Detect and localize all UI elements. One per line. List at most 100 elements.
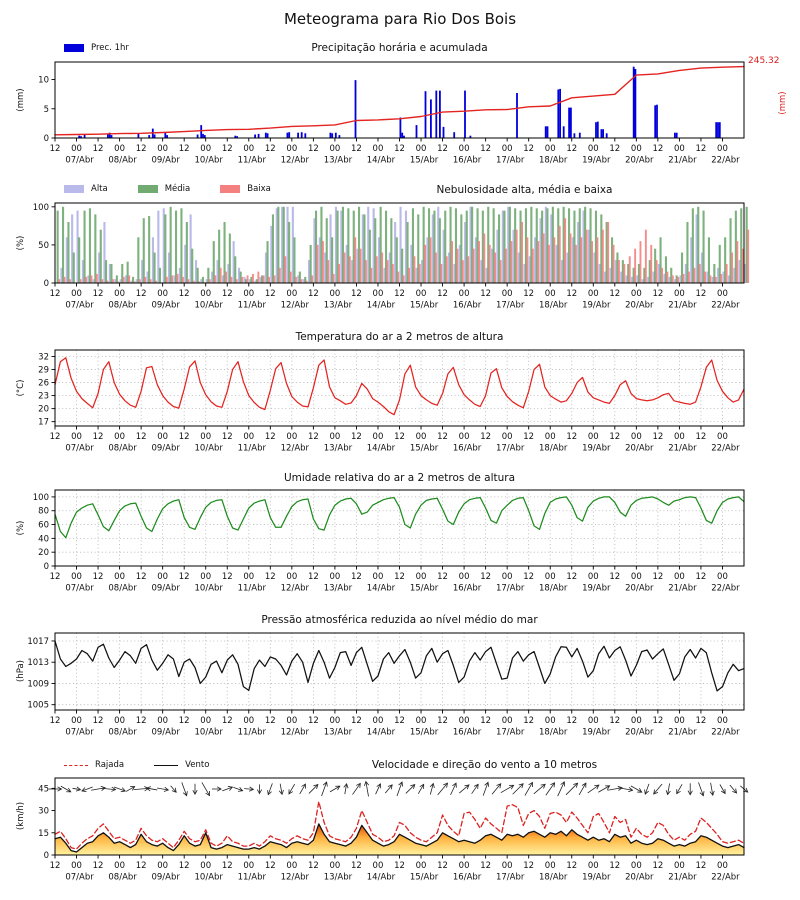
legend-item-media: Média <box>137 184 190 194</box>
svg-text:14/Abr: 14/Abr <box>367 584 396 594</box>
svg-text:00: 00 <box>286 144 297 154</box>
panel-title-pressure: Pressão atmosférica reduzida ao nível mé… <box>261 614 538 626</box>
svg-text:00: 00 <box>588 716 599 726</box>
svg-text:16/Abr: 16/Abr <box>453 301 482 311</box>
svg-text:14/Abr: 14/Abr <box>367 301 396 311</box>
svg-text:00: 00 <box>502 861 513 871</box>
svg-text:00: 00 <box>502 572 513 582</box>
svg-text:12: 12 <box>437 144 448 154</box>
svg-text:21/Abr: 21/Abr <box>668 156 697 166</box>
svg-text:00: 00 <box>631 861 642 871</box>
svg-text:15/Abr: 15/Abr <box>410 728 439 738</box>
svg-text:12: 12 <box>222 289 233 299</box>
baixa-swatch <box>220 185 241 193</box>
svg-text:12: 12 <box>308 572 319 582</box>
svg-text:00: 00 <box>717 289 728 299</box>
y-axis-label-clouds: (%) <box>16 235 26 251</box>
svg-text:00: 00 <box>631 572 642 582</box>
svg-text:12: 12 <box>696 432 707 442</box>
svg-text:14/Abr: 14/Abr <box>367 873 396 883</box>
svg-text:12: 12 <box>437 289 448 299</box>
svg-text:00: 00 <box>329 144 340 154</box>
media-swatch <box>137 185 158 193</box>
legend-item-vento: Vento <box>154 760 209 770</box>
svg-text:21/Abr: 21/Abr <box>668 584 697 594</box>
temp-line <box>54 357 745 416</box>
svg-text:12: 12 <box>437 716 448 726</box>
svg-text:0: 0 <box>44 279 49 289</box>
svg-text:09/Abr: 09/Abr <box>151 444 180 454</box>
svg-text:08/Abr: 08/Abr <box>108 728 137 738</box>
svg-text:12: 12 <box>566 572 577 582</box>
svg-text:12: 12 <box>308 289 319 299</box>
svg-text:12: 12 <box>222 432 233 442</box>
svg-text:12: 12 <box>566 144 577 154</box>
svg-text:29: 29 <box>38 366 49 376</box>
svg-text:09/Abr: 09/Abr <box>151 728 180 738</box>
svg-text:12: 12 <box>50 144 61 154</box>
wind-direction-arrows <box>48 780 749 797</box>
svg-text:12: 12 <box>652 289 663 299</box>
svg-text:22/Abr: 22/Abr <box>711 444 740 454</box>
svg-text:12: 12 <box>523 432 534 442</box>
panel-title-wind: Velocidade e direção do vento a 10 metro… <box>371 759 598 771</box>
svg-text:12: 12 <box>351 144 362 154</box>
svg-text:19/Abr: 19/Abr <box>582 728 611 738</box>
clouds-alta-bars <box>60 206 747 283</box>
svg-text:20/Abr: 20/Abr <box>625 584 654 594</box>
svg-text:12: 12 <box>351 716 362 726</box>
svg-text:18/Abr: 18/Abr <box>539 444 568 454</box>
svg-text:1005: 1005 <box>27 701 49 711</box>
svg-text:15/Abr: 15/Abr <box>410 873 439 883</box>
svg-text:20/Abr: 20/Abr <box>625 156 654 166</box>
svg-text:00: 00 <box>588 432 599 442</box>
vento-line <box>54 823 745 853</box>
svg-text:10: 10 <box>38 76 49 86</box>
svg-text:12: 12 <box>50 572 61 582</box>
svg-text:17/Abr: 17/Abr <box>496 584 525 594</box>
svg-text:00: 00 <box>545 861 556 871</box>
svg-text:17/Abr: 17/Abr <box>496 728 525 738</box>
svg-text:00: 00 <box>674 716 685 726</box>
legend-label-vento: Vento <box>185 760 210 770</box>
legend-precipitation: Prec. 1hr <box>64 43 153 53</box>
svg-text:60: 60 <box>38 521 49 531</box>
svg-text:08/Abr: 08/Abr <box>108 584 137 594</box>
svg-text:00: 00 <box>588 861 599 871</box>
svg-text:00: 00 <box>373 716 384 726</box>
svg-text:12: 12 <box>394 572 405 582</box>
svg-text:12: 12 <box>308 861 319 871</box>
svg-text:12: 12 <box>308 432 319 442</box>
axis-tick-labels: 12 00 07/Abr 12 00 08/Abr 12 00 09/Abr 12 00 10/Abr… <box>38 76 740 166</box>
svg-text:00: 00 <box>243 289 254 299</box>
svg-text:00: 00 <box>373 144 384 154</box>
svg-text:00: 00 <box>459 289 470 299</box>
svg-text:22/Abr: 22/Abr <box>711 728 740 738</box>
svg-text:12: 12 <box>696 572 707 582</box>
svg-text:00: 00 <box>114 432 125 442</box>
humidity-plot: 12 00 07/Abr 12 00 08/Abr 12 00 09/Abr 12 00 10/Abr… <box>33 489 745 594</box>
svg-text:12: 12 <box>609 289 620 299</box>
svg-text:32: 32 <box>38 353 49 363</box>
y-axis-label-temperature: (°C) <box>16 379 26 397</box>
svg-text:00: 00 <box>631 716 642 726</box>
y-axis-label-wind: (km/h) <box>16 801 26 831</box>
svg-text:12: 12 <box>93 572 104 582</box>
prec-1hr-swatch <box>64 44 84 52</box>
svg-text:00: 00 <box>416 289 427 299</box>
svg-text:22/Abr: 22/Abr <box>711 873 740 883</box>
svg-text:12: 12 <box>652 716 663 726</box>
svg-text:00: 00 <box>157 861 168 871</box>
accumulated-line <box>54 65 745 136</box>
svg-text:12: 12 <box>523 144 534 154</box>
svg-text:12: 12 <box>394 861 405 871</box>
precipitation-plot: 12 00 07/Abr 12 00 08/Abr 12 00 09/Abr 12 00 10/Abr… <box>38 61 745 166</box>
svg-text:21/Abr: 21/Abr <box>668 873 697 883</box>
svg-text:26: 26 <box>38 379 49 389</box>
wind-plot: 12 00 07/Abr 12 00 08/Abr 12 00 09/Abr 12 00 10/Abr… <box>38 777 749 883</box>
svg-text:15/Abr: 15/Abr <box>410 584 439 594</box>
svg-text:00: 00 <box>459 716 470 726</box>
svg-text:00: 00 <box>71 861 82 871</box>
svg-text:12: 12 <box>394 716 405 726</box>
svg-text:16/Abr: 16/Abr <box>453 873 482 883</box>
